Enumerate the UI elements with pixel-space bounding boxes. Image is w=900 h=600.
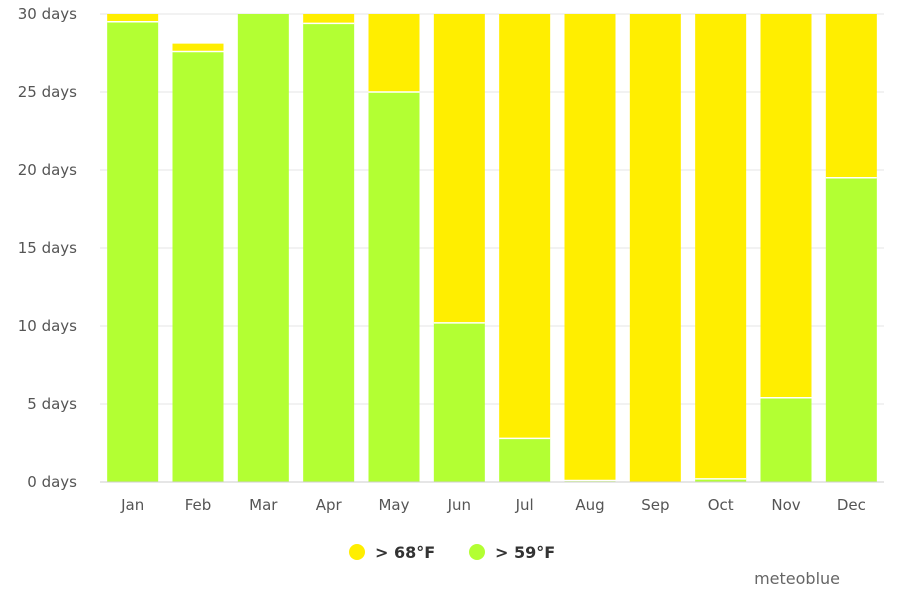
y-axis: 0 days 5 days 10 days 15 days 20 days 25 days… [18, 5, 77, 491]
y-tick-label: 5 days [27, 395, 77, 413]
bar-segment[interactable] [368, 92, 420, 482]
bar-segment[interactable] [499, 14, 551, 439]
x-tick-label: Oct [708, 496, 734, 514]
x-tick-label: Dec [837, 496, 866, 514]
legend-label: > 68°F [375, 543, 435, 562]
bar-segment[interactable] [825, 14, 877, 178]
bar-segment[interactable] [433, 322, 485, 482]
bars [107, 14, 877, 483]
legend-marker [469, 544, 485, 560]
grid-lines [100, 13, 884, 405]
x-tick-label: Jun [447, 496, 471, 514]
bar-segment[interactable] [499, 438, 551, 482]
bar-segment[interactable] [303, 23, 355, 483]
y-tick-label: 0 days [27, 473, 77, 491]
bar-segment[interactable] [107, 21, 159, 483]
y-tick-label: 20 days [18, 161, 77, 179]
bar-segment[interactable] [172, 43, 224, 52]
legend: > 68°F > 59°F [349, 543, 555, 562]
x-tick-label: Nov [771, 496, 800, 514]
bar-segment[interactable] [564, 14, 616, 481]
x-tick-label: Apr [316, 496, 343, 514]
credit-text[interactable]: meteoblue [754, 569, 840, 588]
bar-segment[interactable] [107, 14, 159, 22]
x-axis: Jan Feb Mar Apr May Jun Jul Aug Sep Oct Nov Dec [100, 481, 884, 514]
x-tick-label: Sep [641, 496, 669, 514]
y-tick-label: 25 days [18, 83, 77, 101]
bar-segment[interactable] [695, 14, 747, 479]
bar-segment[interactable] [237, 14, 289, 482]
y-tick-label: 10 days [18, 317, 77, 335]
bar-segment[interactable] [564, 480, 616, 482]
bar-segment[interactable] [629, 14, 681, 482]
bar-segment[interactable] [172, 51, 224, 482]
bar-segment[interactable] [368, 14, 420, 92]
bar-segment[interactable] [303, 14, 355, 24]
y-tick-label: 30 days [18, 5, 77, 23]
legend-label: > 59°F [495, 543, 555, 562]
x-tick-label: May [378, 496, 409, 514]
x-tick-label: Aug [575, 496, 604, 514]
bar-segment[interactable] [433, 14, 485, 323]
legend-marker [349, 544, 365, 560]
legend-item[interactable]: > 68°F [349, 543, 435, 562]
bar-segment[interactable] [760, 397, 812, 482]
x-tick-label: Feb [185, 496, 212, 514]
x-tick-label: Jan [120, 496, 144, 514]
bar-segment[interactable] [825, 177, 877, 483]
y-tick-label: 15 days [18, 239, 77, 257]
x-tick-label: Mar [249, 496, 278, 514]
legend-item[interactable]: > 59°F [469, 543, 555, 562]
bar-segment[interactable] [760, 14, 812, 398]
x-tick-label: Jul [515, 496, 534, 514]
bar-segment[interactable] [695, 478, 747, 482]
